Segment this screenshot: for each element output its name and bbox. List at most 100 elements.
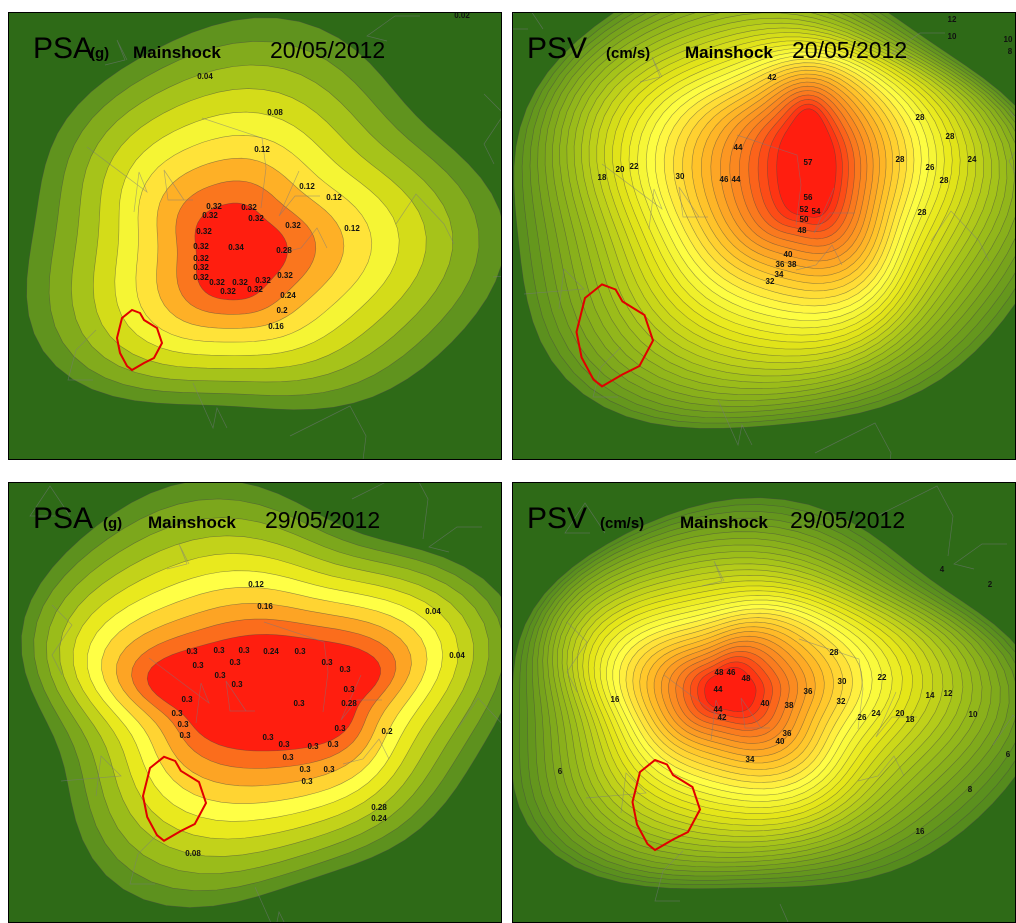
contour-label: 0.32 [285,221,301,230]
contour-label: 40 [784,250,793,259]
contour-label: 0.3 [179,731,191,740]
contour-label: 30 [676,172,685,181]
contour-label: 0.24 [280,291,296,300]
panel-quantity: PSA [33,502,93,535]
contour-label: 0.28 [341,699,357,708]
contour-label: 16 [916,827,925,836]
contour-label: 0.32 [196,227,212,236]
contour-label: 28 [916,113,925,122]
contour-label: 12 [948,15,957,24]
panel-unit: (cm/s) [606,45,650,62]
contour-label: 0.24 [371,814,387,823]
panel-event: Mainshock [680,513,768,532]
contour-label: 34 [775,270,784,279]
contour-label: 10 [969,710,978,719]
contour-label: 0.3 [278,740,290,749]
contour-label: 32 [837,697,846,706]
contour-label: 0.2 [276,306,288,315]
contour-label: 46 [727,668,736,677]
contour-label: 56 [804,193,813,202]
contour-label: 0.2 [381,727,393,736]
contour-label: 0.3 [343,685,355,694]
contour-label: 0.3 [334,724,346,733]
contour-label: 0.32 [277,271,293,280]
contour-label: 0.32 [202,211,218,220]
contour-label: 0.3 [213,646,225,655]
contour-label: 0.3 [301,777,313,786]
contour-label: 28 [830,648,839,657]
contour-label: 0.12 [326,193,342,202]
panel-date: 20/05/2012 [792,37,907,63]
contour-label: 42 [768,73,777,82]
contour-label: 38 [788,260,797,269]
contour-label: 52 [800,205,809,214]
contour-label: 0.16 [268,322,284,331]
contour-label: 0.34 [228,243,244,252]
contour-label: 0.3 [238,646,250,655]
contour-label: 0.32 [206,202,222,211]
contour-label: 24 [872,709,881,718]
contour-label: 36 [804,687,813,696]
contour-label: 28 [896,155,905,164]
contour-label: 0.12 [248,580,264,589]
contour-label: 0.3 [323,765,335,774]
contour-label: 0.3 [229,658,241,667]
contour-label: 30 [838,677,847,686]
contour-label: 0.3 [192,661,204,670]
contour-label: 0.32 [193,273,209,282]
admin-boundary [0,0,8,12]
contour-label: 0.3 [307,742,319,751]
contour-label: 12 [944,689,953,698]
contour-label: 0.04 [449,651,465,660]
contour-label: 0.3 [282,753,294,762]
map-panel: 0.020.040.080.120.120.120.120.320.320.32… [0,0,553,476]
contour-label: 50 [800,215,809,224]
contour-label: 38 [785,701,794,710]
contour-label: 18 [906,715,915,724]
figure: 0.020.040.080.120.120.120.120.320.320.32… [0,0,1016,923]
contour-label: 0.3 [327,740,339,749]
contour-label: 0.32 [241,203,257,212]
contour-label: 0.3 [293,699,305,708]
contour-label: 54 [812,207,821,216]
contour-label: 32 [766,277,775,286]
contour-label: 0.3 [181,695,193,704]
contour-label: 0.32 [220,287,236,296]
contour-label: 0.08 [185,849,201,858]
contour-label: 44 [714,685,723,694]
contour-label: 8 [968,785,973,794]
contour-label: 28 [918,208,927,217]
contour-label: 0.04 [197,72,213,81]
contour-label: 0.32 [248,214,264,223]
panel-unit: (g) [90,45,109,62]
contour-label: 10 [948,32,957,41]
contour-label: 34 [746,755,755,764]
contour-label: 20 [616,165,625,174]
contour-label: 0.3 [339,665,351,674]
contour-label: 42 [718,713,727,722]
map-panel: 4228223016484648441412103640383226242018… [511,482,1016,923]
contour-label: 40 [761,699,770,708]
contour-label: 36 [776,260,785,269]
contour-label: 0.3 [171,709,183,718]
contour-label: 0.32 [193,263,209,272]
contour-label: 0.32 [247,285,263,294]
contour-label: 10 [1004,35,1013,44]
contour-label: 26 [858,713,867,722]
contour-label: 0.16 [257,602,273,611]
panel-event: Mainshock [148,513,236,532]
contour-label: 0.3 [294,647,306,656]
contour-label: 22 [630,162,639,171]
contour-label: 14 [926,691,935,700]
contour-label: 28 [940,176,949,185]
contour-label: 48 [742,674,751,683]
contour-label: 0.3 [262,733,274,742]
panel-event: Mainshock [133,43,221,62]
contour-label: 22 [878,673,887,682]
contour-label: 6 [1006,750,1011,759]
contour-label: 8 [1008,47,1013,56]
contour-label: 24 [968,155,977,164]
contour-label: 6 [558,767,563,776]
contour-label: 0.3 [214,671,226,680]
contour-label: 0.32 [193,242,209,251]
